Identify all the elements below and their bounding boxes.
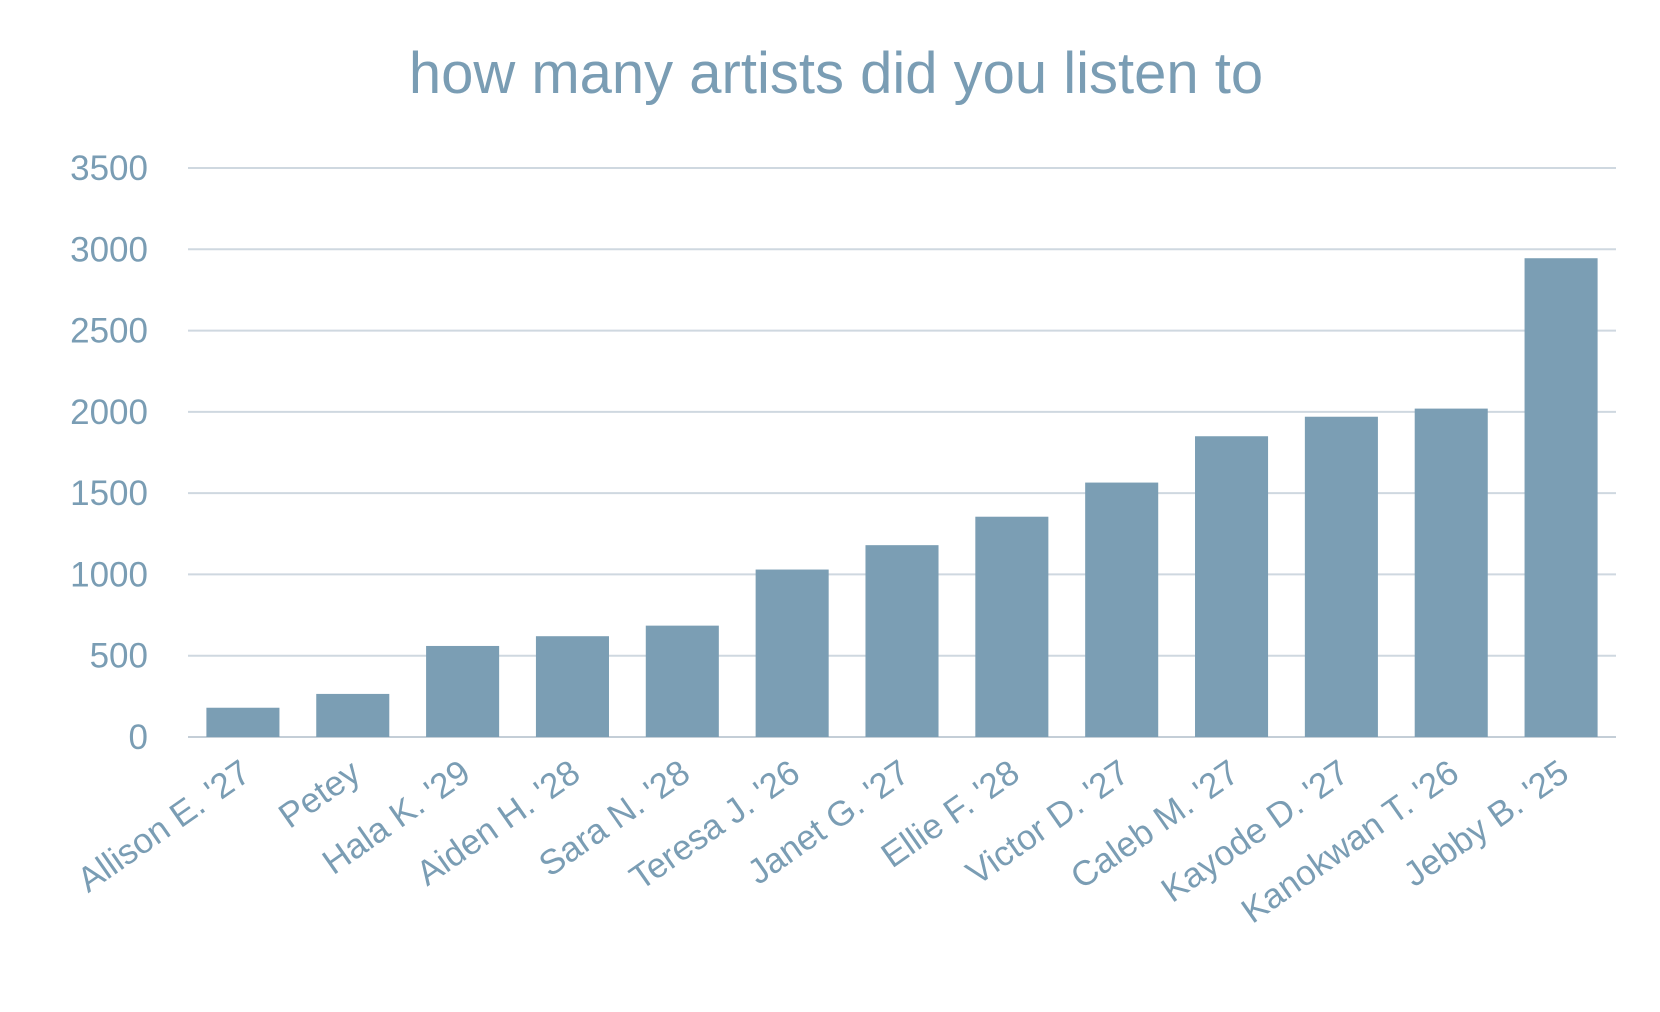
bar-6 <box>865 545 939 737</box>
bar-3 <box>535 636 609 737</box>
chart-title: how many artists did you listen to <box>409 41 1263 106</box>
y-tick-label: 1000 <box>70 555 148 594</box>
y-tick-label: 2500 <box>70 312 148 351</box>
bar-1 <box>316 693 390 737</box>
bar-12 <box>1524 258 1598 737</box>
bar-2 <box>426 645 500 737</box>
y-tick-label: 0 <box>129 718 148 757</box>
bar-7 <box>975 516 1049 737</box>
bar-5 <box>755 569 829 737</box>
bar-9 <box>1195 436 1269 737</box>
bar-11 <box>1414 408 1488 737</box>
y-tick-label: 3500 <box>70 149 148 188</box>
bars <box>206 258 1598 737</box>
x-category-label: Allison E. '27 <box>70 753 257 900</box>
bar-4 <box>645 625 719 737</box>
bar-0 <box>206 707 280 737</box>
y-tick-label: 500 <box>90 637 148 676</box>
y-tick-label: 3000 <box>70 230 148 269</box>
y-tick-label: 2000 <box>70 393 148 432</box>
y-axis-tick-labels: 0 500 1000 1500 2000 2500 3000 3500 <box>70 149 148 757</box>
bar-10 <box>1304 416 1378 737</box>
y-tick-label: 1500 <box>70 474 148 513</box>
bar-8 <box>1085 482 1159 737</box>
